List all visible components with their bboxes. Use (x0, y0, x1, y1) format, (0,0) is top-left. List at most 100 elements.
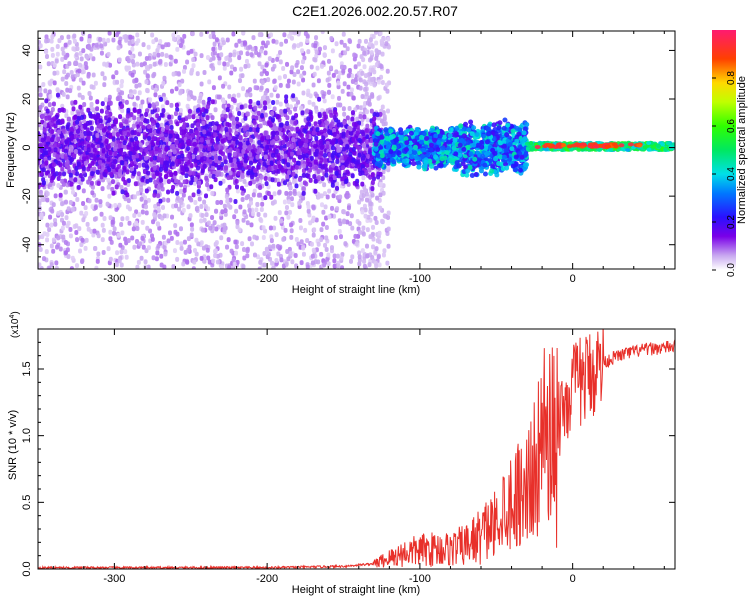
spectrogram-cell-1145 (271, 266, 276, 269)
spectrogram-cell-2 (91, 56, 96, 62)
spectrogram-cell-2044 (305, 38, 310, 44)
spectrogram-cell-3550 (187, 108, 192, 114)
spectrogram-cell-4712 (285, 174, 290, 180)
spectrogram-cell-1447 (312, 71, 317, 77)
spectrogram-cell-1464 (100, 71, 105, 77)
spectrogram-cell-579 (192, 180, 197, 186)
spectrogram-cell-1415 (206, 255, 211, 261)
spectrogram-cell-549 (80, 94, 85, 100)
spectrogram-cell-973 (199, 81, 204, 87)
spectrogram-cell-4781 (236, 171, 241, 177)
spectrogram-cell-4798 (174, 111, 179, 117)
spectrogram-cell-4788 (101, 148, 106, 154)
spectrogram-cell-3155 (321, 93, 326, 99)
spectrogram-cell-4134 (137, 162, 142, 168)
spectrogram-cell-4944 (328, 123, 333, 129)
spectrogram-cell-458 (260, 108, 265, 114)
spectrogram-cell-764 (281, 236, 286, 242)
spectrogram-cell-499 (160, 204, 165, 210)
spectrogram-cell-805 (346, 205, 351, 211)
spectrogram-cell-1278 (323, 242, 328, 248)
spectrogram-cell-4908 (186, 146, 191, 152)
spectrogram-cell-2061 (185, 259, 190, 265)
spectrogram-cell-214 (332, 253, 337, 259)
spectrogram-cell-1832 (350, 254, 355, 260)
spectrogram-cell-1595 (286, 199, 291, 205)
spectrogram-cell-1691 (226, 202, 231, 208)
spectrogram-cell-1955 (144, 79, 149, 85)
spectrogram-cell-4651 (361, 155, 366, 161)
spectrogram-cell-3279 (76, 184, 81, 190)
spectrogram-cell-1035 (146, 245, 151, 251)
spectrogram-cell-488 (156, 52, 161, 58)
spectrogram-cell-4630 (224, 126, 229, 132)
spectrogram-cell-803 (306, 49, 311, 55)
spectrogram-cell-4810 (138, 142, 143, 148)
spectrogram-cell-1091 (181, 192, 186, 198)
spectrogram-cell-4417 (223, 165, 228, 171)
spectrogram-cell-4045 (152, 192, 157, 198)
figure-title: C2E1.2026.002.20.57.R07 (292, 3, 458, 19)
spectrogram-cell-1644 (162, 244, 167, 250)
spectrogram-cell-2029 (120, 108, 125, 114)
spectrogram-cell-4828 (278, 122, 283, 128)
spectrogram-cell-4959 (87, 163, 92, 169)
spectrogram-cell-4880 (108, 134, 113, 140)
spectrogram-cell-699 (234, 244, 239, 250)
spectrogram-cell-4121 (349, 130, 354, 136)
spectrogram-cell-1816 (63, 42, 68, 48)
spectrogram-cell-4540 (92, 147, 97, 153)
spectrogram-cell-1021 (55, 51, 60, 57)
spectrogram-cell-3929 (275, 130, 280, 136)
spectrogram-cell-416 (49, 78, 54, 84)
spectrogram-cell-2486 (385, 108, 390, 114)
spectrogram-cell-2005 (268, 225, 273, 231)
spectrogram-cell-1552 (310, 253, 315, 259)
spectrogram-cell-1411 (60, 212, 65, 218)
spectrogram-cell-1168 (247, 207, 252, 213)
spectrogram-cell-2893 (114, 184, 119, 190)
spectrogram-cell-1202 (215, 259, 220, 265)
spectrogram-cell-786 (314, 35, 319, 41)
spectrogram-cell-3878 (260, 112, 265, 118)
spectrogram-cell-2014 (98, 199, 103, 205)
spectrogram-cell-4515 (218, 180, 223, 186)
spectrogram-cell-4590 (44, 98, 49, 104)
spectrogram-cell-4610 (323, 114, 328, 120)
spectrogram-cell-4535 (159, 112, 164, 118)
spectrogram-cell-1865 (119, 185, 124, 191)
spectrogram-cell-491 (126, 198, 131, 204)
spectrogram-cell-1151 (296, 69, 301, 75)
spectrogram-cell-4803 (159, 177, 164, 183)
spectrogram-cell-898 (81, 48, 86, 54)
spectrogram-cell-2435 (362, 64, 367, 70)
spectrogram-cell-4634 (333, 110, 338, 116)
spectrogram-cell-2683 (210, 99, 215, 105)
spectrogram-cell-4916 (305, 157, 310, 163)
spectrogram-cell-1403 (52, 62, 57, 68)
spectrogram-cell-782 (111, 37, 116, 43)
spectrogram-cell-4370 (350, 116, 355, 122)
spectrogram-cell-3 (301, 90, 306, 96)
spectrogram-cell-1454 (279, 218, 284, 224)
spectrogram-cell-1560 (106, 246, 111, 252)
spectrogram-cell-2485 (378, 192, 383, 198)
spectrogram-cell-1573 (154, 101, 159, 107)
spectrogram-cell-2192 (156, 243, 161, 249)
spectrogram-cell-2145 (303, 31, 308, 37)
spectrogram-cell-4837 (304, 153, 309, 159)
spectrogram-cell-2079 (179, 88, 184, 94)
spectrogram-cell-1121 (267, 244, 272, 250)
spectrogram-cell-1024 (68, 226, 73, 232)
spectrogram-cell-1729 (53, 221, 58, 227)
spectrogram-cell-1821 (227, 162, 232, 168)
spectrogram-cell-3756 (332, 175, 337, 181)
spectrogram-cell-654 (38, 234, 41, 240)
spectrogram-cell-1817 (111, 74, 116, 80)
spectrogram-cell-4736 (73, 133, 78, 139)
spectrogram-cell-2123 (125, 215, 130, 221)
spectrogram-cell-1743 (80, 237, 85, 243)
spectrogram-cell-1887 (139, 187, 144, 193)
spectrogram-cell-331 (60, 46, 65, 52)
spectrogram-cell-281 (140, 219, 145, 225)
